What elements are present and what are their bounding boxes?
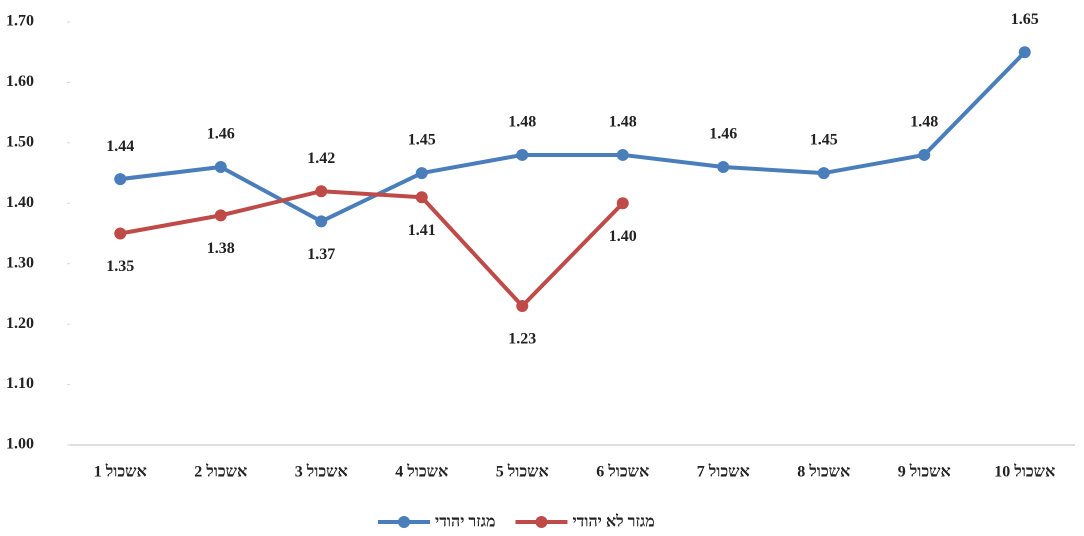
x-tick-label: אשכול 6 xyxy=(596,463,649,481)
data-label: 1.48 xyxy=(609,114,637,131)
legend-label: מגזר יהודי xyxy=(435,514,495,531)
y-tick-label: 1.60 xyxy=(6,73,34,90)
point xyxy=(114,227,127,240)
x-tick-label: אשכול 7 xyxy=(697,463,750,481)
data-label: 1.46 xyxy=(207,126,235,143)
point xyxy=(918,148,931,161)
x-tick-label: אשכול 10 xyxy=(994,463,1055,481)
point xyxy=(214,209,227,222)
data-label: 1.41 xyxy=(408,222,436,239)
data-label: 1.23 xyxy=(508,331,536,348)
data-label: 1.45 xyxy=(408,132,436,149)
data-label: 1.48 xyxy=(910,114,938,131)
data-label: 1.45 xyxy=(810,132,838,149)
point xyxy=(616,197,629,210)
x-tick-label: אשכול 3 xyxy=(295,463,348,481)
point xyxy=(717,161,730,174)
y-tick-label: 1.20 xyxy=(6,315,34,332)
series-line xyxy=(119,189,625,309)
y-tick-label: 1.50 xyxy=(6,134,34,151)
series-line xyxy=(120,50,1027,224)
point xyxy=(616,148,629,161)
data-label: 1.48 xyxy=(508,114,536,131)
point xyxy=(516,300,529,313)
x-tick-label: אשכול 1 xyxy=(94,463,147,481)
data-label: 1.65 xyxy=(1011,11,1039,28)
legend-marker xyxy=(398,516,410,528)
point xyxy=(214,161,227,174)
x-tick-label: אשכול 2 xyxy=(194,463,247,481)
data-label: 1.35 xyxy=(106,258,134,275)
legend-label: מגזר לא יהודי xyxy=(572,513,654,531)
point xyxy=(415,191,428,204)
data-label: 1.44 xyxy=(106,138,134,155)
point xyxy=(415,167,428,180)
point xyxy=(516,148,529,161)
data-label: 1.40 xyxy=(609,228,637,245)
x-tick-label: אשכול 8 xyxy=(797,463,850,481)
point xyxy=(817,167,830,180)
legend-marker xyxy=(535,516,548,528)
x-tick-label: אשכול 4 xyxy=(395,463,448,481)
y-tick-label: 1.40 xyxy=(6,194,34,211)
data-label: 1.37 xyxy=(307,246,335,263)
y-tick-label: 1.10 xyxy=(6,375,34,392)
point xyxy=(315,215,328,228)
point xyxy=(114,173,127,186)
y-tick-label: 1.30 xyxy=(6,254,34,271)
x-tick-label: אשכול 5 xyxy=(496,463,549,481)
y-tick-label: 1.00 xyxy=(6,436,34,453)
data-label: 1.42 xyxy=(307,150,335,167)
data-label: 1.38 xyxy=(207,240,235,257)
point xyxy=(315,185,328,198)
y-tick-label: 1.70 xyxy=(6,13,34,30)
x-tick-label: אשכול 9 xyxy=(898,463,951,481)
data-label: 1.46 xyxy=(709,126,737,143)
point xyxy=(1018,46,1031,59)
